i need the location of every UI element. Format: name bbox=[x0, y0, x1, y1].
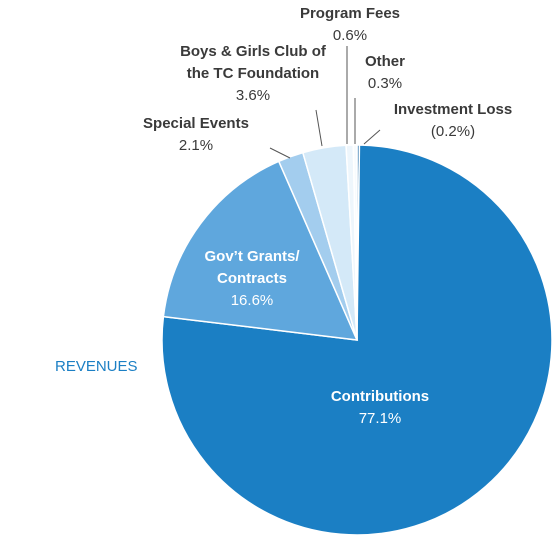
slice-label: Contributions 77.1% bbox=[300, 386, 460, 430]
slice-name: Contributions bbox=[330, 388, 430, 405]
slice-value: 16.6% bbox=[230, 292, 274, 309]
pie-slice bbox=[161, 144, 552, 536]
slice-value: 0.3% bbox=[367, 75, 403, 92]
slice-value: 0.6% bbox=[332, 27, 368, 44]
chart-title: REVENUES bbox=[55, 358, 138, 375]
slice-name: Special Events bbox=[143, 115, 249, 132]
pie-slice bbox=[352, 144, 358, 341]
pie-slice bbox=[162, 160, 359, 341]
slice-name: Investment Loss bbox=[393, 101, 513, 118]
slice-name: Boys & Girls Club of the TC Foundation bbox=[180, 43, 326, 82]
slice-name: Gov’t Grants/ Contracts bbox=[204, 248, 300, 287]
slice-label: Special Events 2.1% bbox=[126, 113, 266, 157]
slice-label: Boys & Girls Club of the TC Foundation 3.… bbox=[168, 41, 338, 107]
slice-value: (0.2%) bbox=[430, 123, 476, 140]
slice-label: Investment Loss (0.2%) bbox=[378, 99, 528, 143]
slice-value: 77.1% bbox=[358, 410, 402, 427]
slice-label: Program Fees 0.6% bbox=[280, 3, 420, 47]
slice-name: Program Fees bbox=[299, 5, 401, 22]
slice-label: Gov’t Grants/ Contracts 16.6% bbox=[187, 246, 317, 312]
slice-name: Other bbox=[364, 53, 405, 70]
slice-value: 2.1% bbox=[178, 137, 214, 154]
leader-line bbox=[363, 129, 381, 145]
slice-label: Other 0.3% bbox=[345, 51, 425, 95]
leader-line bbox=[315, 109, 323, 147]
leader-line bbox=[269, 147, 291, 159]
slice-value: 3.6% bbox=[235, 87, 271, 104]
